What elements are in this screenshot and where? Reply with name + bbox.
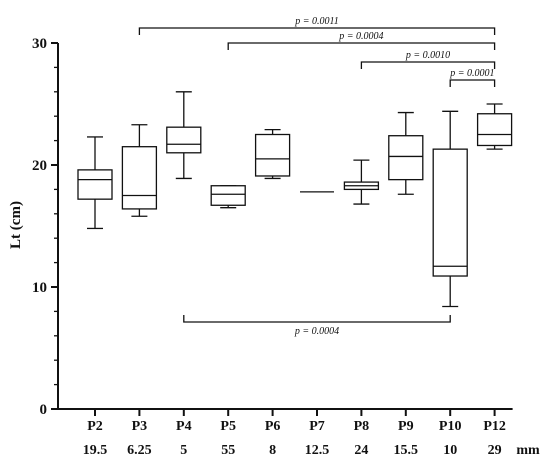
x-size-label: 19.5 (83, 443, 108, 458)
x-size-label: 12.5 (305, 443, 330, 458)
y-tick-label: 10 (32, 280, 47, 296)
x-category-label: P6 (265, 419, 281, 434)
p-value-label: p = 0.0004 (338, 31, 383, 42)
box-p10 (432, 110, 468, 308)
y-tick-label: 0 (40, 402, 48, 418)
box-p4 (166, 91, 202, 180)
box-iqr (121, 146, 158, 210)
x-unit-label: mm (516, 443, 540, 458)
bracket-line (449, 79, 496, 87)
box-p9 (388, 111, 424, 195)
y-axis-title: Lt (cm) (8, 201, 24, 249)
x-category-label: P3 (132, 419, 148, 434)
bracket-line (227, 42, 496, 50)
x-size-label: 55 (221, 443, 235, 458)
x-category-label: P9 (398, 419, 414, 434)
box-iqr (388, 135, 424, 181)
box-iqr (210, 185, 246, 206)
box-p2 (77, 136, 113, 230)
bracket-line (360, 61, 496, 69)
bracket-line (138, 27, 496, 35)
x-category-label: P8 (354, 419, 370, 434)
p-value-label: p = 0.0011 (294, 16, 339, 27)
p-value-label: p = 0.0004 (294, 326, 339, 337)
bracket-line (183, 315, 451, 323)
box-p8 (343, 159, 380, 205)
bracket-p4-p10: p = 0.0004 (183, 315, 451, 337)
x-category-label: P2 (87, 419, 103, 434)
box-iqr (254, 133, 291, 177)
x-size-label: 8 (269, 443, 276, 458)
box-p6 (254, 128, 291, 180)
box-iqr (432, 148, 468, 277)
bracket-p3-p12: p = 0.0011 (138, 16, 496, 35)
y-tick-label: 30 (32, 36, 47, 52)
bracket-p10-p12: p = 0.0001 (449, 68, 496, 87)
x-category-label: P10 (439, 419, 462, 434)
box-p12 (476, 103, 513, 150)
x-size-label: 24 (354, 443, 368, 458)
x-size-label: 5 (180, 443, 187, 458)
x-size-label: 29 (488, 443, 502, 458)
significance-brackets: p = 0.0011 p = 0.0004 p = 0.0010 p = 0.0001… (138, 16, 496, 337)
x-category-label: P4 (176, 419, 192, 434)
x-size-label: 6.25 (127, 443, 152, 458)
box-p5 (210, 185, 246, 209)
p-value-label: p = 0.0010 (405, 50, 450, 61)
bracket-p8-p12: p = 0.0010 (360, 50, 496, 69)
box-iqr (77, 169, 113, 200)
box-iqr (166, 126, 202, 154)
x-category-label: P5 (220, 419, 236, 434)
x-size-label: 15.5 (394, 443, 419, 458)
x-category-label: P12 (483, 419, 506, 434)
axes (51, 42, 513, 416)
y-tick-label: 20 (32, 158, 47, 174)
x-category-label: P7 (309, 419, 325, 434)
boxes (77, 91, 513, 308)
box-iqr (476, 113, 513, 147)
axis-labels: 0 10 20 30 P2 19.5 P3 6.25 P4 5 P5 55 P6 8 P7 12.5 P8 24 P… (32, 36, 506, 458)
box-p3 (121, 124, 158, 217)
p-value-label: p = 0.0001 (449, 68, 494, 79)
x-size-label: 10 (443, 443, 457, 458)
bracket-p5-p12: p = 0.0004 (227, 31, 496, 50)
